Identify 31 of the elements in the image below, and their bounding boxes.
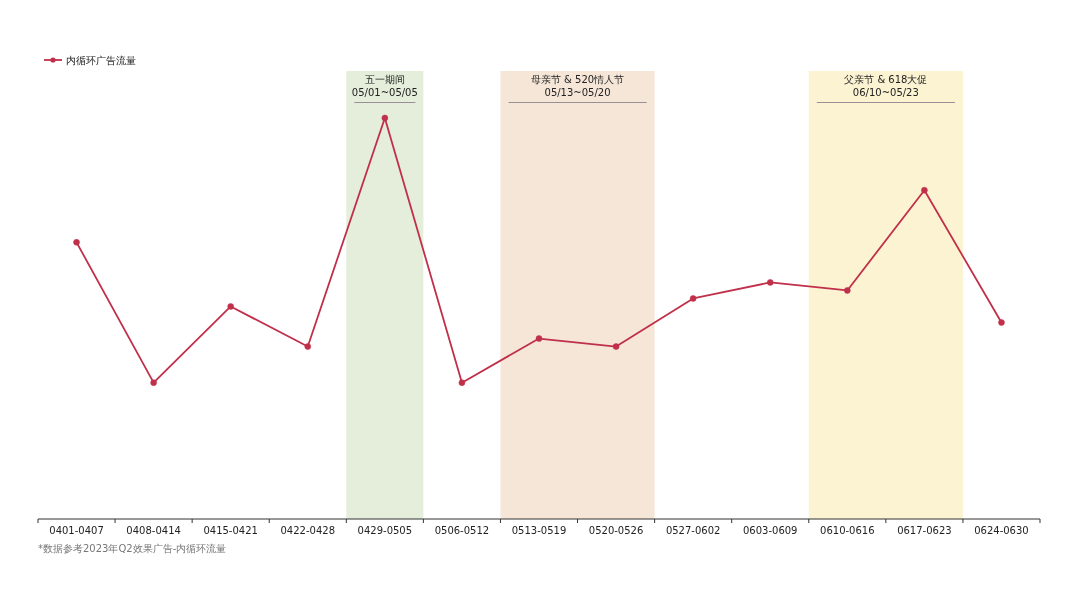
point <box>844 287 851 294</box>
x-tick-label: 0527-0602 <box>665 525 721 536</box>
text: *数据参考2023年Q2效果广告-内循环流量 <box>38 543 227 554</box>
point <box>612 343 620 350</box>
point <box>73 239 80 246</box>
x-tick-label: 0422-0428 <box>280 525 336 536</box>
x-tick-label: 0429-0505 <box>357 525 413 536</box>
x-tick-label: 0513-0519 <box>511 525 567 536</box>
point <box>921 186 928 194</box>
point <box>458 379 466 386</box>
x-tick-label: 0603-0609 <box>742 525 798 536</box>
legend-label: 内循环广告流量 <box>66 54 136 66</box>
x-tick-label: 0408-0414 <box>126 525 181 536</box>
point <box>381 114 389 122</box>
band-label: 五一期间 05/01~05/05 <box>351 74 418 98</box>
x-tick-label: 0617-0623 <box>897 525 952 536</box>
x-tick-label: 0624-0630 <box>974 525 1029 536</box>
x-tick-label: 0415-0421 <box>203 525 258 536</box>
x-tick-label: 0610-0616 <box>820 525 875 536</box>
point <box>227 303 234 310</box>
band-label: 父亲节 & 618大促 06/10~05/23 <box>844 74 928 98</box>
band-label: 母亲节 & 520情人节 05/13~05/20 <box>530 74 625 98</box>
x-tick-label: 0506-0512 <box>434 525 490 536</box>
point <box>689 295 697 302</box>
point <box>766 279 774 286</box>
point <box>535 335 543 342</box>
x-tick-label: 0401-0407 <box>49 525 104 536</box>
point <box>150 379 157 386</box>
point <box>998 319 1005 326</box>
x-tick-label: 0520-0526 <box>588 525 644 536</box>
point <box>304 343 312 350</box>
